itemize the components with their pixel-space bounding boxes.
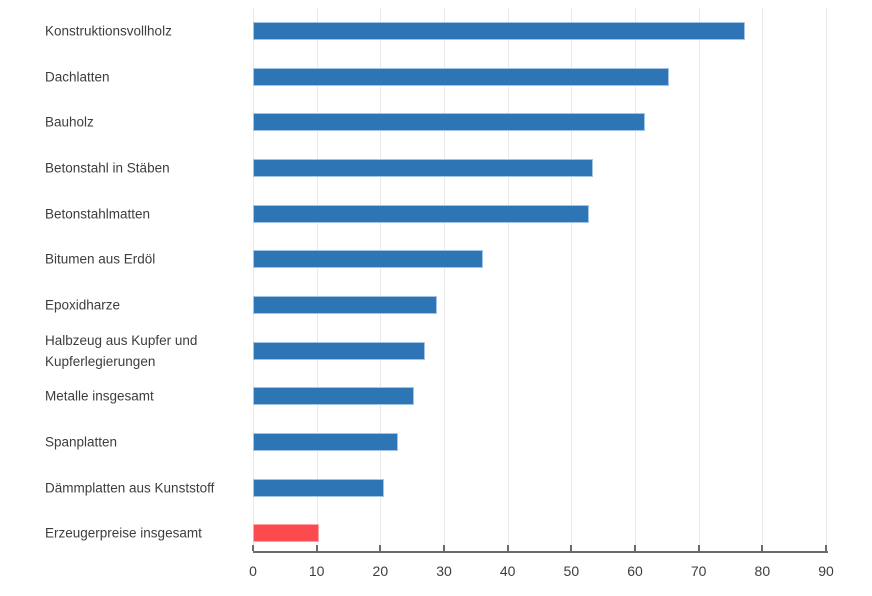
x-tick-mark xyxy=(506,545,509,551)
x-tick-mark xyxy=(825,545,827,551)
x-tick-label: 30 xyxy=(436,563,452,579)
x-tick-mark xyxy=(315,545,318,551)
category-label: Bauholz xyxy=(45,114,94,130)
bar xyxy=(253,250,484,269)
x-tick-label: 90 xyxy=(818,563,834,579)
gridline xyxy=(698,8,700,551)
category-label: Halbzeug aus Kupfer und Kupferlegierunge… xyxy=(45,332,198,369)
x-tick-mark xyxy=(761,545,764,551)
category-label: Betonstahl in Stäben xyxy=(45,160,170,176)
gridline xyxy=(444,8,445,551)
x-tick-mark xyxy=(634,545,636,551)
category-label: Metalle insgesamt xyxy=(45,388,154,404)
category-label: Betonstahlmatten xyxy=(45,206,151,222)
category-label: Konstruktionsvollholz xyxy=(45,23,172,39)
x-tick-label: 20 xyxy=(372,563,389,579)
gridline xyxy=(762,8,764,551)
gridline xyxy=(253,8,254,551)
bar xyxy=(253,67,669,86)
category-label: Dachlatten xyxy=(45,69,110,85)
bar xyxy=(253,113,645,132)
bar xyxy=(253,22,746,40)
bar xyxy=(253,204,589,223)
x-axis-line xyxy=(253,551,828,553)
x-tick-label: 60 xyxy=(627,563,643,579)
x-tick-mark xyxy=(379,545,382,551)
gridline xyxy=(571,8,573,551)
x-tick-label: 50 xyxy=(563,563,580,579)
category-label: Epoxidharze xyxy=(45,297,121,313)
category-label: Spanplatten xyxy=(45,434,118,450)
gridline xyxy=(507,8,509,551)
x-tick-label: 40 xyxy=(499,563,516,579)
x-tick-label: 70 xyxy=(690,563,707,579)
bar xyxy=(253,296,437,315)
bar xyxy=(253,478,385,497)
gridline xyxy=(826,8,827,551)
x-tick-mark xyxy=(697,545,700,551)
x-tick-label: 0 xyxy=(249,563,257,579)
category-label: Bitumen aus Erdöl xyxy=(45,251,156,267)
x-tick-mark xyxy=(570,545,573,551)
category-label: Erzeugerpreise insgesamt xyxy=(45,525,202,541)
x-tick-mark xyxy=(252,545,254,551)
x-tick-mark xyxy=(443,545,445,551)
bar xyxy=(253,341,425,360)
gridline xyxy=(380,8,382,551)
bar xyxy=(253,159,593,178)
x-tick-label: 10 xyxy=(308,563,325,579)
category-label: Dämmplatten aus Kunststoff xyxy=(45,480,215,496)
bar xyxy=(253,387,415,406)
bar xyxy=(253,433,399,452)
gridline xyxy=(635,8,636,551)
x-tick-label: 80 xyxy=(754,563,771,579)
gridline xyxy=(316,8,318,551)
bar xyxy=(253,524,320,543)
